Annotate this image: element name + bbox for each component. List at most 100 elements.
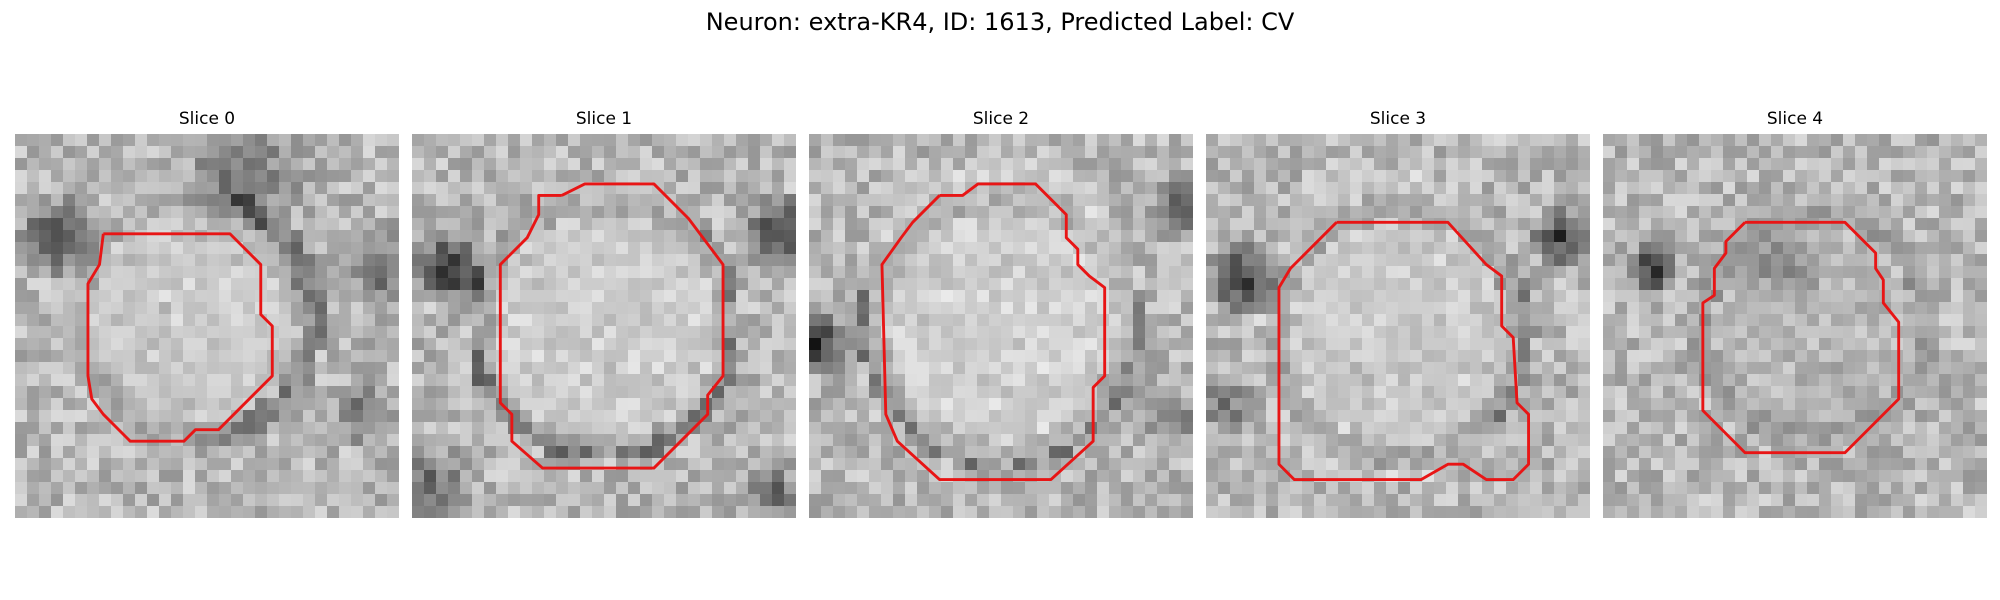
image-pixel xyxy=(1879,338,1892,351)
image-pixel xyxy=(1482,350,1495,363)
image-pixel xyxy=(1675,362,1688,375)
image-pixel xyxy=(243,302,256,315)
image-pixel xyxy=(39,314,52,327)
image-pixel xyxy=(1518,350,1531,363)
image-pixel xyxy=(1133,218,1146,231)
image-pixel xyxy=(412,422,425,435)
image-pixel xyxy=(544,278,557,291)
image-pixel xyxy=(424,194,437,207)
image-pixel xyxy=(977,446,990,459)
image-pixel xyxy=(580,170,593,183)
image-pixel xyxy=(291,146,304,159)
image-pixel xyxy=(869,134,882,147)
image-pixel xyxy=(1603,422,1616,435)
image-pixel xyxy=(1807,170,1820,183)
image-pixel xyxy=(63,386,76,399)
image-pixel xyxy=(303,134,316,147)
image-pixel xyxy=(1422,458,1435,471)
image-pixel xyxy=(1025,134,1038,147)
image-pixel xyxy=(1181,398,1193,411)
image-pixel xyxy=(1747,350,1760,363)
image-pixel xyxy=(664,386,677,399)
image-pixel xyxy=(1145,146,1158,159)
image-pixel xyxy=(1915,350,1928,363)
image-pixel xyxy=(1771,254,1784,267)
image-pixel xyxy=(1049,374,1062,387)
image-pixel xyxy=(833,458,846,471)
image-pixel xyxy=(1025,170,1038,183)
image-pixel xyxy=(592,314,605,327)
image-pixel xyxy=(917,290,930,303)
image-pixel xyxy=(1121,374,1134,387)
image-pixel xyxy=(1145,242,1158,255)
image-pixel xyxy=(1169,242,1182,255)
image-pixel xyxy=(1049,242,1062,255)
image-pixel xyxy=(748,506,761,518)
image-pixel xyxy=(1218,446,1231,459)
image-pixel xyxy=(760,290,773,303)
image-pixel xyxy=(1350,398,1363,411)
image-pixel xyxy=(303,290,316,303)
image-pixel xyxy=(484,170,497,183)
image-pixel xyxy=(1506,230,1519,243)
image-pixel xyxy=(592,170,605,183)
image-pixel xyxy=(1639,158,1652,171)
image-pixel xyxy=(1133,338,1146,351)
image-pixel xyxy=(27,158,40,171)
image-pixel xyxy=(953,350,966,363)
image-pixel xyxy=(580,314,593,327)
image-pixel xyxy=(1518,326,1531,339)
image-pixel xyxy=(291,326,304,339)
image-pixel xyxy=(1975,182,1987,195)
image-pixel xyxy=(1458,230,1471,243)
image-pixel xyxy=(1013,362,1026,375)
image-pixel xyxy=(219,194,232,207)
image-pixel xyxy=(1711,374,1724,387)
image-pixel xyxy=(219,362,232,375)
image-pixel xyxy=(1061,182,1074,195)
image-pixel xyxy=(1891,374,1904,387)
image-pixel xyxy=(1326,362,1339,375)
image-pixel xyxy=(375,398,388,411)
image-pixel xyxy=(327,266,340,279)
image-pixel xyxy=(929,374,942,387)
image-pixel xyxy=(1458,170,1471,183)
image-pixel xyxy=(736,410,749,423)
image-pixel xyxy=(652,338,665,351)
image-pixel xyxy=(1615,218,1628,231)
image-pixel xyxy=(1639,194,1652,207)
image-pixel xyxy=(917,314,930,327)
image-pixel xyxy=(532,314,545,327)
image-pixel xyxy=(496,374,509,387)
image-pixel xyxy=(1242,350,1255,363)
image-pixel xyxy=(724,494,737,507)
image-pixel xyxy=(1085,338,1098,351)
image-pixel xyxy=(219,158,232,171)
image-pixel xyxy=(857,278,870,291)
image-pixel xyxy=(833,242,846,255)
image-pixel xyxy=(1627,338,1640,351)
image-pixel xyxy=(255,422,268,435)
image-pixel xyxy=(520,242,533,255)
image-pixel xyxy=(760,482,773,495)
image-pixel xyxy=(688,410,701,423)
image-pixel xyxy=(772,470,785,483)
image-pixel xyxy=(39,302,52,315)
image-pixel xyxy=(580,254,593,267)
image-pixel xyxy=(1759,410,1772,423)
image-pixel xyxy=(75,434,88,447)
image-pixel xyxy=(1855,410,1868,423)
image-pixel xyxy=(1530,218,1543,231)
image-pixel xyxy=(772,374,785,387)
image-pixel xyxy=(869,374,882,387)
image-pixel xyxy=(640,326,653,339)
image-pixel xyxy=(1891,422,1904,435)
image-pixel xyxy=(905,302,918,315)
image-pixel xyxy=(291,206,304,219)
image-pixel xyxy=(1735,182,1748,195)
image-pixel xyxy=(436,290,449,303)
image-pixel xyxy=(171,350,184,363)
image-pixel xyxy=(1061,362,1074,375)
image-pixel xyxy=(1699,254,1712,267)
image-pixel xyxy=(1314,158,1327,171)
